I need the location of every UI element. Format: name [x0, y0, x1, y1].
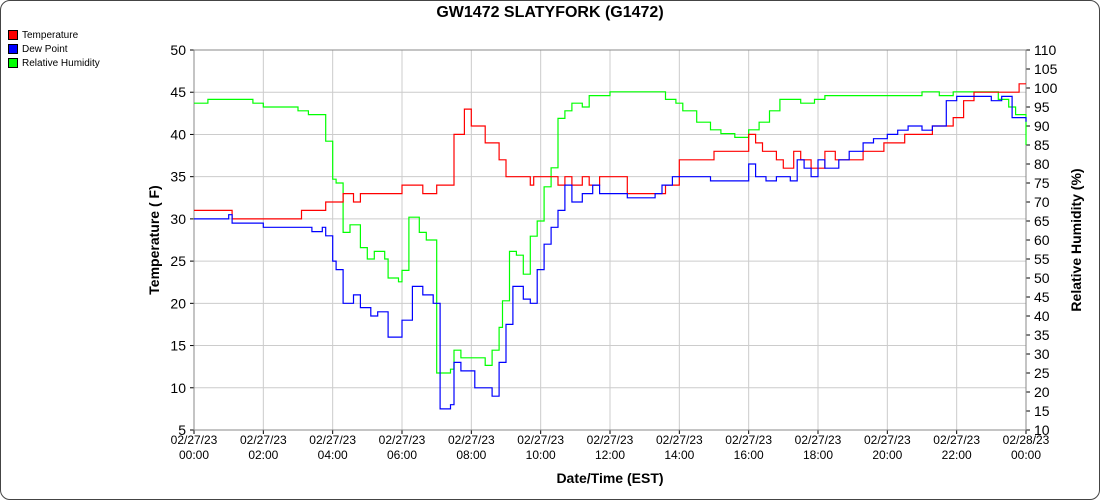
- x-tick-label-time: 16:00: [734, 448, 764, 462]
- y-tick-label-right: 110: [1034, 42, 1057, 58]
- y-tick-label-right: 100: [1034, 80, 1058, 96]
- y-tick-label-left: 40: [170, 126, 186, 142]
- x-tick-label-time: 14:00: [664, 448, 694, 462]
- y-tick-label-left: 15: [170, 338, 186, 354]
- y-tick-label-left: 10: [170, 380, 186, 396]
- legend: Temperature Dew Point Relative Humidity: [8, 28, 100, 70]
- y-tick-label-right: 80: [1034, 156, 1050, 172]
- x-tick-label-time: 02:00: [248, 448, 278, 462]
- x-tick-label-date: 02/27/23: [309, 433, 356, 447]
- chart-title: GW1472 SLATYFORK (G1472): [436, 4, 664, 21]
- legend-label-dew-point: Dew Point: [22, 43, 68, 55]
- x-tick-label-time: 06:00: [387, 448, 417, 462]
- series-line-temperature: [194, 83, 1026, 220]
- x-tick-label-date: 02/27/23: [864, 433, 911, 447]
- legend-item-relative-humidity: Relative Humidity: [8, 56, 100, 70]
- y-tick-label-left: 45: [170, 84, 186, 100]
- legend-item-dew-point: Dew Point: [8, 42, 100, 56]
- y-tick-label-right: 40: [1034, 308, 1050, 324]
- x-tick-label-time: 10:00: [526, 448, 556, 462]
- x-tick-label-date: 02/27/23: [725, 433, 772, 447]
- y-tick-label-right: 55: [1034, 251, 1050, 267]
- y-tick-label-left: 25: [170, 253, 186, 269]
- series-line-relative-humidity: [194, 91, 1027, 374]
- y-tick-label-right: 25: [1034, 365, 1050, 381]
- y-tick-label-right: 50: [1034, 270, 1050, 286]
- y-tick-label-right: 35: [1034, 327, 1050, 343]
- x-tick-label-time: 04:00: [318, 448, 348, 462]
- y-tick-label-right: 20: [1034, 384, 1050, 400]
- x-tick-label-date: 02/27/23: [379, 433, 426, 447]
- plot-border: [193, 49, 1027, 431]
- y-tick-label-left: 30: [170, 211, 186, 227]
- y-tick-label-left: 50: [170, 42, 186, 58]
- x-tick-label-date: 02/27/23: [171, 433, 218, 447]
- y-tick-label-right: 75: [1034, 175, 1050, 191]
- x-tick-label-date: 02/27/23: [240, 433, 287, 447]
- y-tick-label-right: 105: [1034, 61, 1058, 77]
- legend-label-temperature: Temperature: [22, 29, 79, 41]
- legend-swatch-temperature: [8, 30, 18, 40]
- legend-swatch-dew-point: [8, 44, 18, 54]
- x-tick-label-time: 00:00: [179, 448, 209, 462]
- y-tick-label-left: 35: [170, 169, 186, 185]
- x-tick-label-time: 08:00: [456, 448, 486, 462]
- x-axis-label: Date/Time (EST): [556, 470, 664, 486]
- x-tick-label-date: 02/27/23: [933, 433, 980, 447]
- x-tick-label-date: 02/27/23: [587, 433, 634, 447]
- y-tick-label-right: 90: [1034, 118, 1050, 134]
- x-tick-label-date: 02/28/23: [1003, 433, 1050, 447]
- y-tick-label-right: 15: [1034, 403, 1050, 419]
- x-tick-label-time: 18:00: [803, 448, 833, 462]
- x-tick-label-time: 22:00: [942, 448, 972, 462]
- x-tick-label-date: 02/27/23: [656, 433, 703, 447]
- y-tick-label-right: 45: [1034, 289, 1050, 305]
- x-tick-label-date: 02/27/23: [517, 433, 564, 447]
- y-tick-label-right: 70: [1034, 194, 1050, 210]
- legend-swatch-relative-humidity: [8, 58, 18, 68]
- y-tick-label-right: 60: [1034, 232, 1050, 248]
- y-tick-label-right: 65: [1034, 213, 1050, 229]
- x-tick-label-time: 00:00: [1011, 448, 1041, 462]
- x-tick-label-date: 02/27/23: [795, 433, 842, 447]
- x-tick-label-time: 20:00: [872, 448, 902, 462]
- y-tick-label-right: 10: [1034, 422, 1050, 438]
- y-tick-label-right: 85: [1034, 137, 1050, 153]
- legend-item-temperature: Temperature: [8, 28, 100, 42]
- legend-label-relative-humidity: Relative Humidity: [22, 57, 100, 69]
- series-line-dew-point: [194, 95, 1027, 410]
- y-tick-label-left: 5: [178, 422, 186, 438]
- x-tick-label-date: 02/27/23: [448, 433, 495, 447]
- y-tick-label-left: 20: [170, 295, 186, 311]
- y-tick-label-right: 95: [1034, 99, 1050, 115]
- y-tick-label-right: 30: [1034, 346, 1050, 362]
- x-tick-label-time: 12:00: [595, 448, 625, 462]
